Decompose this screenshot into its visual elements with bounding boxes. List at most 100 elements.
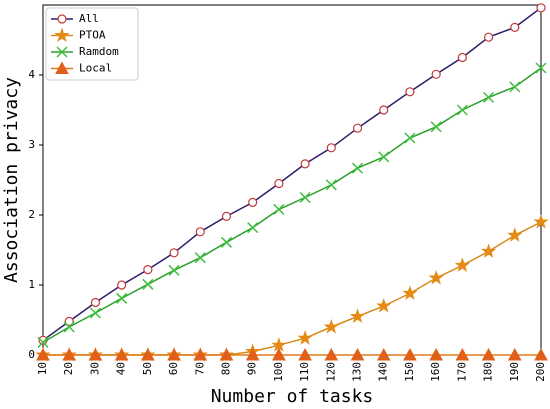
marker [376, 347, 391, 361]
marker [481, 347, 496, 361]
legend-label: All [79, 12, 99, 25]
x-tick-label: 10 [36, 362, 49, 375]
marker [271, 337, 287, 352]
marker [350, 347, 365, 361]
legend-label: PTOA [79, 29, 106, 42]
marker [169, 248, 179, 258]
x-tick-label: 50 [141, 362, 154, 375]
marker [140, 347, 155, 361]
marker [349, 308, 366, 324]
marker [376, 297, 392, 313]
marker [535, 62, 547, 74]
marker [536, 3, 546, 13]
marker [457, 52, 467, 63]
y-tick-label: 0 [28, 348, 35, 361]
marker [351, 162, 364, 174]
x-tick-label: 120 [324, 362, 337, 382]
series-line [42, 7, 542, 341]
marker [90, 297, 101, 308]
marker [431, 69, 441, 79]
marker [405, 87, 415, 97]
marker [534, 347, 548, 361]
marker [272, 347, 286, 361]
legend-box [45, 7, 139, 81]
marker [509, 81, 521, 93]
y-axis-label: Association privacy [1, 77, 22, 283]
marker [324, 347, 339, 361]
x-tick-label: 90 [246, 362, 259, 375]
marker [300, 159, 310, 169]
marker [325, 179, 337, 191]
marker [167, 347, 181, 361]
legend-label: Ramdom [79, 45, 119, 58]
marker [429, 347, 444, 361]
marker [273, 203, 285, 215]
marker [62, 347, 77, 361]
marker [456, 104, 468, 116]
marker [299, 191, 311, 204]
y-tick-label: 1 [28, 278, 35, 291]
x-tick-label: 190 [508, 362, 521, 382]
legend-label: Local [79, 62, 112, 75]
marker [507, 347, 522, 361]
x-tick-label: 100 [272, 362, 285, 382]
marker [483, 32, 494, 42]
x-tick-label: 170 [455, 362, 468, 382]
marker [36, 347, 50, 361]
x-tick-label: 150 [403, 362, 416, 382]
marker [194, 252, 206, 264]
x-tick-label: 70 [193, 362, 206, 375]
marker [510, 22, 520, 32]
marker [297, 330, 313, 345]
marker [454, 257, 471, 272]
y-tick-label: 2 [28, 208, 35, 221]
marker [248, 197, 258, 207]
marker [402, 285, 418, 300]
marker [54, 27, 70, 43]
marker [114, 347, 129, 361]
x-tick-label: 80 [219, 362, 232, 375]
marker [403, 347, 417, 361]
marker [274, 178, 284, 189]
marker [507, 227, 523, 242]
marker [298, 347, 312, 361]
marker [404, 132, 416, 144]
marker [56, 46, 68, 58]
marker [88, 347, 103, 361]
marker [428, 269, 444, 285]
marker [89, 307, 101, 319]
x-tick-label: 160 [429, 362, 442, 382]
marker [168, 264, 180, 276]
x-tick-label: 200 [534, 362, 547, 382]
marker [480, 243, 497, 258]
marker [379, 105, 389, 115]
x-tick-label: 180 [482, 362, 495, 382]
marker [247, 222, 259, 234]
marker [455, 347, 470, 361]
marker [323, 318, 339, 334]
x-tick-label: 20 [62, 362, 75, 375]
marker [142, 278, 154, 290]
x-tick-label: 60 [167, 362, 180, 375]
x-tick-label: 140 [377, 362, 390, 382]
marker [195, 227, 205, 237]
marker [220, 236, 233, 248]
marker [117, 280, 127, 290]
series-line [42, 67, 542, 344]
y-tick-label: 4 [28, 68, 35, 81]
marker [221, 211, 232, 221]
marker [64, 316, 74, 326]
marker [63, 321, 75, 333]
x-tick-label: 40 [115, 362, 128, 375]
x-tick-label: 110 [298, 362, 311, 382]
marker [430, 121, 442, 133]
marker [55, 61, 69, 74]
marker [143, 265, 153, 275]
marker [352, 123, 363, 133]
marker [326, 143, 336, 153]
x-tick-label: 130 [351, 362, 364, 382]
marker [37, 336, 49, 348]
marker [57, 14, 67, 24]
marker [116, 292, 128, 304]
